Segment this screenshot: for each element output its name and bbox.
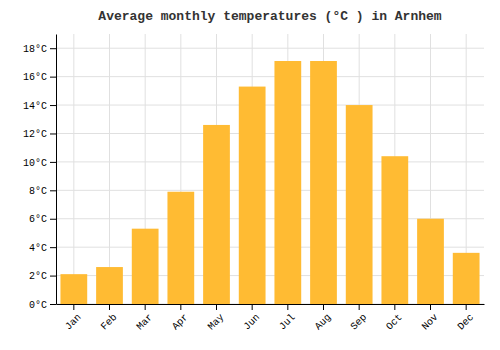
y-tick: 6°C xyxy=(29,214,56,225)
bar xyxy=(381,156,408,304)
x-tick-mark xyxy=(287,304,288,310)
x-tick: Dec xyxy=(456,304,477,332)
y-tick-label: 10°C xyxy=(23,158,47,169)
y-axis: 0°C 2°C 4°C 6°C 8°C 10°C 12°C 14°C 16°C 18°C xyxy=(23,35,57,311)
x-tick: Jan xyxy=(63,304,84,332)
grid xyxy=(56,34,484,304)
x-tick-label: Nov xyxy=(420,312,441,333)
x-tick-label: Aug xyxy=(313,312,334,333)
x-tick: Oct xyxy=(384,304,405,332)
chart-title: Average monthly temperatures (°C ) in Ar… xyxy=(98,9,441,24)
x-tick-mark xyxy=(359,304,360,310)
y-tick-mark xyxy=(50,162,56,163)
x-tick: Mar xyxy=(135,304,156,332)
bars xyxy=(60,61,479,304)
chart-svg: 0°C 2°C 4°C 6°C 8°C 10°C 12°C 14°C 16°C 18°C Jan Fe… xyxy=(0,0,500,350)
y-tick: 10°C xyxy=(23,158,56,169)
bar xyxy=(96,267,123,304)
bar xyxy=(239,87,266,304)
x-tick-mark xyxy=(430,304,431,310)
chart-container: 0°C 2°C 4°C 6°C 8°C 10°C 12°C 14°C 16°C 18°C Jan Fe… xyxy=(0,0,500,350)
y-tick: 8°C xyxy=(29,186,56,197)
bar xyxy=(132,229,159,304)
bar xyxy=(60,274,87,304)
x-tick-label: Jul xyxy=(277,312,298,333)
y-tick-mark xyxy=(50,247,56,248)
x-tick-mark xyxy=(216,304,217,310)
grid-line-y xyxy=(56,76,484,77)
x-tick: May xyxy=(206,304,227,332)
y-tick-label: 4°C xyxy=(29,243,47,254)
x-tick-mark xyxy=(252,304,253,310)
y-axis-line xyxy=(56,35,57,305)
grid-line-y xyxy=(56,161,484,162)
x-tick-mark xyxy=(323,304,324,310)
y-tick: 12°C xyxy=(23,129,56,140)
x-tick-label: May xyxy=(206,312,227,333)
grid-line-y xyxy=(56,133,484,134)
x-tick-label: Sep xyxy=(349,312,370,333)
y-tick-label: 16°C xyxy=(23,72,47,83)
bar xyxy=(167,192,194,304)
y-tick-mark xyxy=(50,304,56,305)
y-tick-label: 14°C xyxy=(23,101,47,112)
x-tick: Sep xyxy=(349,304,370,332)
x-axis-line xyxy=(57,304,485,305)
x-tick-label: Feb xyxy=(99,312,120,333)
y-tick: 18°C xyxy=(23,44,56,55)
x-tick-label: Dec xyxy=(456,312,477,333)
y-tick: 16°C xyxy=(23,72,56,83)
bar xyxy=(417,219,444,304)
y-tick-mark xyxy=(50,190,56,191)
y-tick-mark xyxy=(50,219,56,220)
y-tick-label: 8°C xyxy=(29,186,47,197)
x-tick-mark xyxy=(466,304,467,310)
y-tick-mark xyxy=(50,276,56,277)
bar xyxy=(274,61,301,304)
grid-line-y xyxy=(56,105,484,106)
y-tick-mark xyxy=(50,77,56,78)
y-tick-label: 0°C xyxy=(29,300,47,311)
bar xyxy=(203,125,230,304)
y-tick-label: 2°C xyxy=(29,271,47,282)
y-tick: 2°C xyxy=(29,271,56,282)
x-tick: Apr xyxy=(170,304,191,332)
y-tick-mark xyxy=(50,133,56,134)
x-tick-mark xyxy=(145,304,146,310)
x-tick: Feb xyxy=(99,304,120,332)
x-tick-mark xyxy=(394,304,395,310)
bar xyxy=(346,105,373,304)
x-tick: Aug xyxy=(313,304,334,332)
y-tick: 14°C xyxy=(23,101,56,112)
grid-line-x xyxy=(73,34,74,304)
grid-line-y xyxy=(56,190,484,191)
bar xyxy=(453,253,480,304)
x-tick-label: Mar xyxy=(135,312,156,333)
y-tick-mark xyxy=(50,48,56,49)
x-tick-mark xyxy=(73,304,74,310)
x-tick: Jul xyxy=(277,304,298,332)
x-tick: Nov xyxy=(420,304,441,332)
x-tick-mark xyxy=(180,304,181,310)
y-tick-mark xyxy=(50,105,56,106)
grid-line-x xyxy=(109,34,110,304)
x-tick-mark xyxy=(109,304,110,310)
grid-line-y xyxy=(56,48,484,49)
x-tick-label: Jun xyxy=(242,312,263,333)
y-tick-label: 6°C xyxy=(29,214,47,225)
bar xyxy=(310,61,337,304)
y-tick-label: 18°C xyxy=(23,44,47,55)
x-tick-label: Oct xyxy=(384,312,405,333)
x-axis: Jan Feb Mar Apr May Jun Jul Aug Sep Oct Nov Dec xyxy=(57,304,485,332)
y-tick: 4°C xyxy=(29,243,56,254)
x-tick: Jun xyxy=(242,304,263,332)
x-tick-label: Jan xyxy=(63,312,84,333)
x-tick-label: Apr xyxy=(170,312,191,333)
y-tick-label: 12°C xyxy=(23,129,47,140)
y-tick: 0°C xyxy=(29,300,56,311)
